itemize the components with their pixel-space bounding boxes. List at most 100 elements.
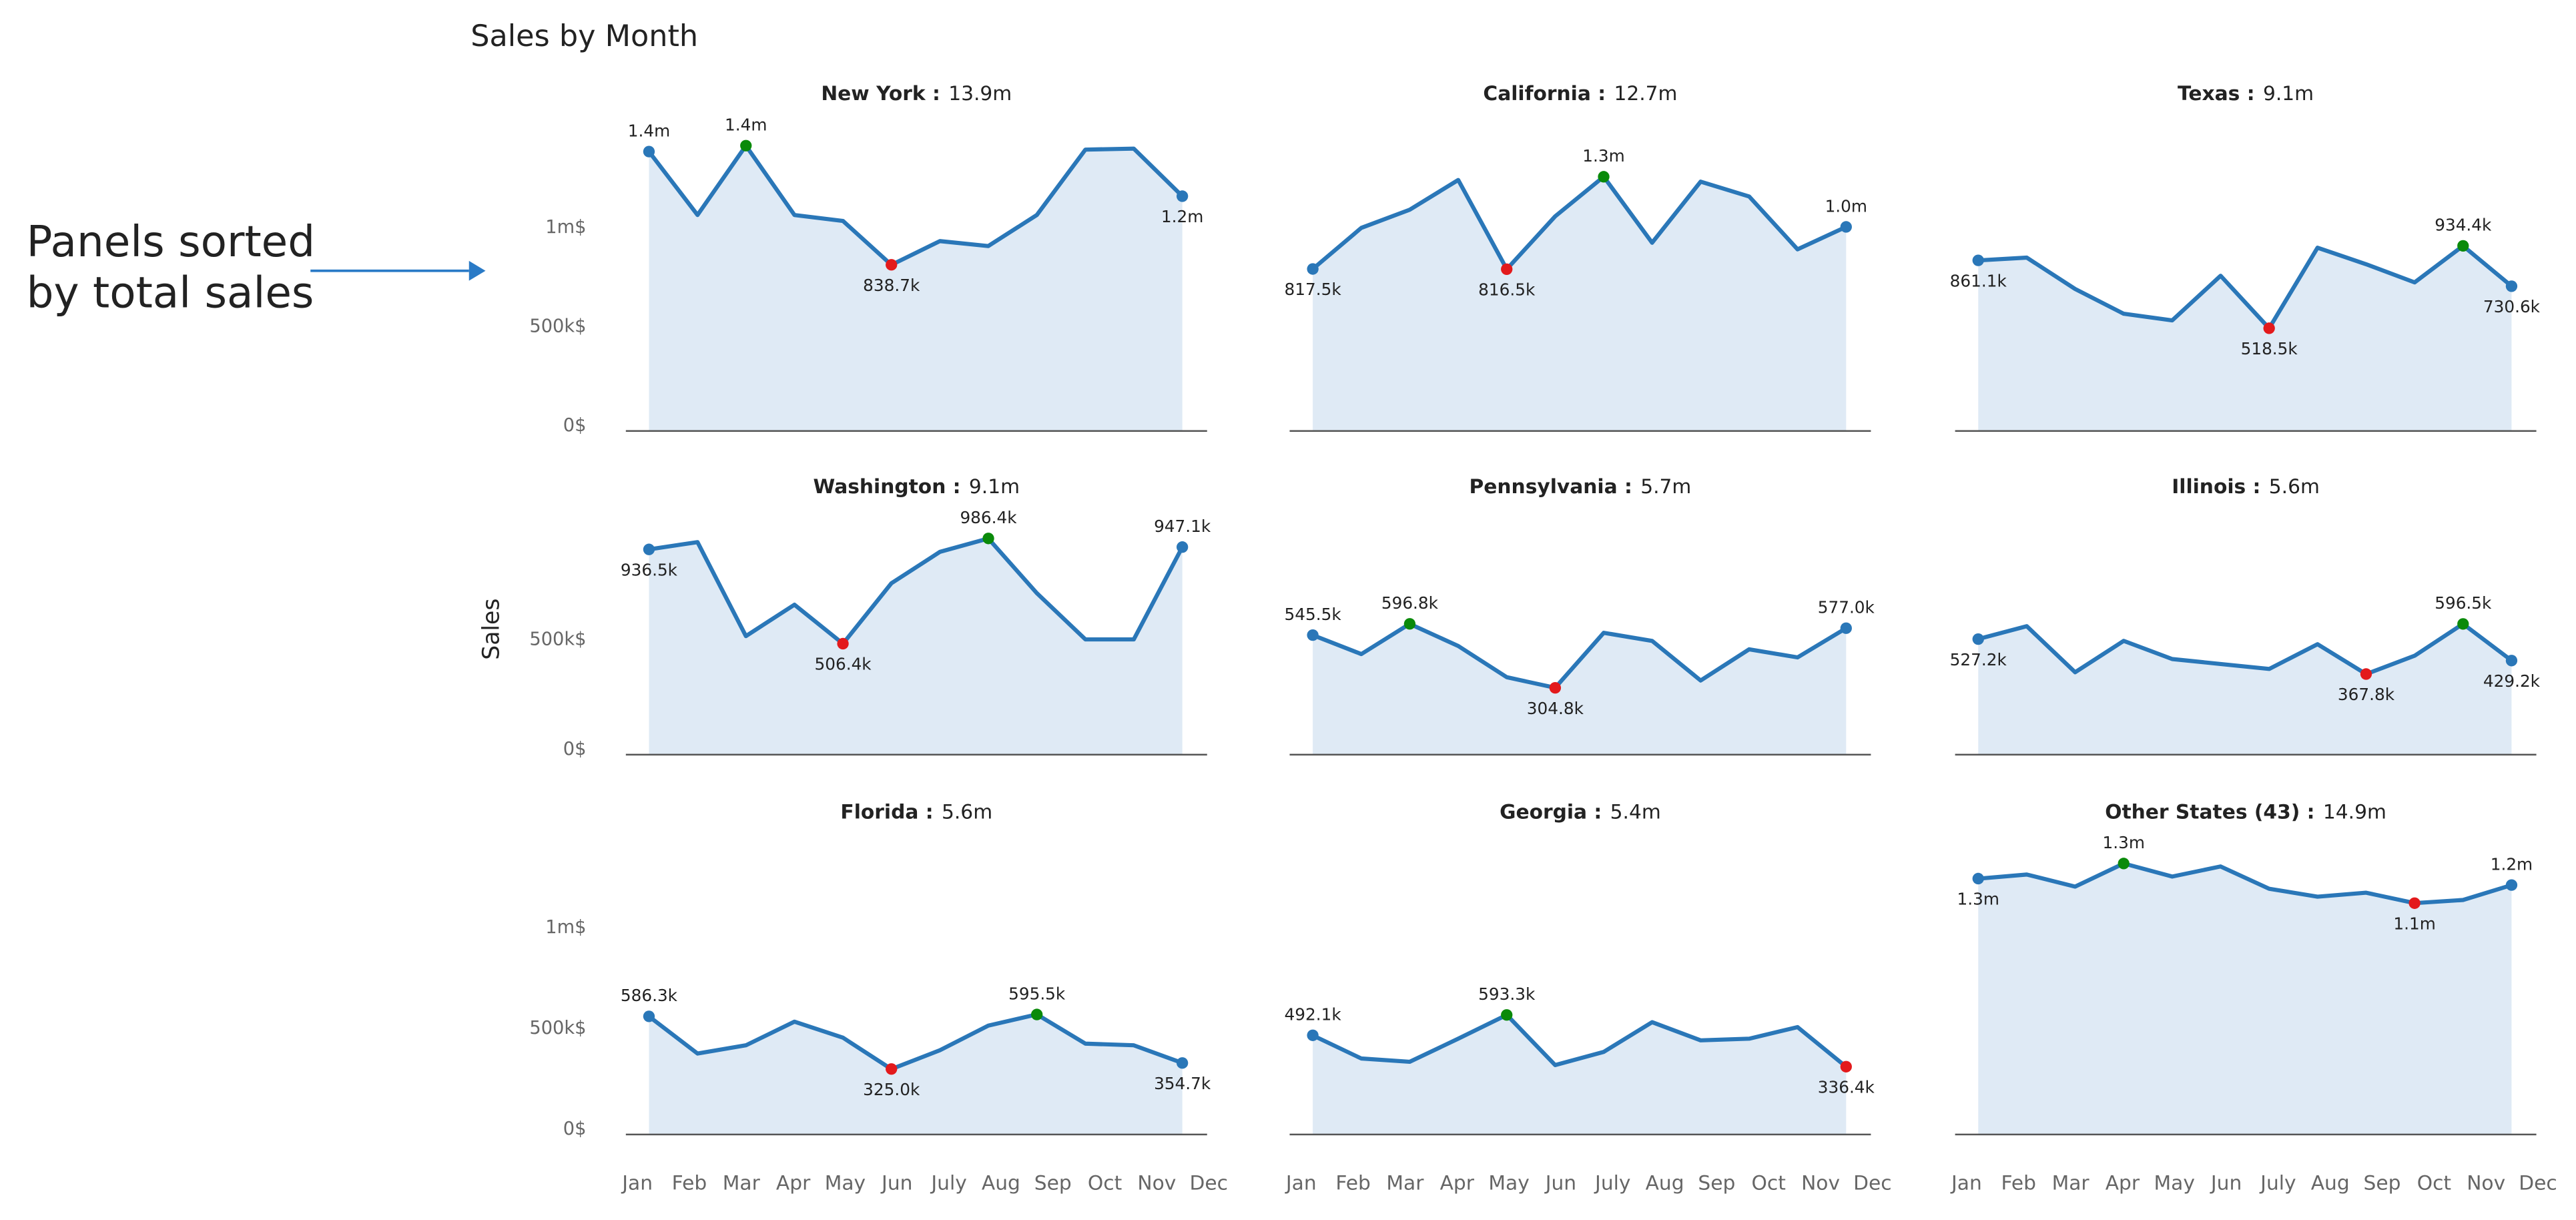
marker <box>1031 1008 1043 1020</box>
data-label: 861.1k <box>1950 271 2007 290</box>
panel-name: Washington : <box>814 475 961 498</box>
marker <box>740 139 752 151</box>
data-label: 1.4m <box>628 121 670 140</box>
marker <box>2505 655 2518 667</box>
data-label: 336.4k <box>1818 1077 1875 1097</box>
data-label: 304.8k <box>1527 699 1584 718</box>
line <box>648 536 1185 646</box>
marker <box>2360 668 2372 680</box>
line <box>1311 1012 1848 1069</box>
data-label: 367.8k <box>2338 685 2395 704</box>
data-label: 325.0k <box>863 1080 920 1099</box>
panel-title: Washington : 9.1m <box>814 475 1020 498</box>
x-tick-label: Oct <box>1088 1172 1122 1195</box>
area <box>1313 176 1847 431</box>
marker <box>886 1063 898 1075</box>
y-tick-label: 1m$ <box>545 917 586 938</box>
annotation: Panels sorted <box>27 217 315 267</box>
x-tick-label: May <box>2154 1172 2195 1195</box>
y-tick-label: 1m$ <box>545 217 586 238</box>
data-label: 1.2m <box>2491 854 2533 874</box>
x-tick-label: Apr <box>2106 1172 2140 1195</box>
line <box>1977 621 2513 677</box>
panel-name: Pennsylvania : <box>1470 475 1632 498</box>
line <box>1977 861 2513 906</box>
x-tick-label: Feb <box>672 1172 707 1195</box>
marker <box>2408 897 2421 909</box>
marker <box>1176 541 1189 553</box>
panel-total: 9.1m <box>2263 82 2314 105</box>
y-axis-label: Sales <box>478 599 505 660</box>
panel-title: Georgia : 5.4m <box>1500 800 1661 824</box>
x-tick-label: Aug <box>2311 1172 2350 1195</box>
x-tick-label: Nov <box>1137 1172 1176 1195</box>
data-label: 545.5k <box>1285 605 1342 624</box>
data-label: 492.1k <box>1285 1005 1342 1024</box>
data-label: 593.3k <box>1478 984 1536 1004</box>
x-tick-label: Jan <box>1950 1172 1982 1195</box>
y-tick-label: 0$ <box>563 415 587 436</box>
data-label: 518.5k <box>2241 339 2298 358</box>
panel-name: California : <box>1483 82 1606 105</box>
panel-total: 5.6m <box>2269 475 2320 498</box>
area <box>1978 623 2512 755</box>
data-label: 817.5k <box>1285 280 1342 299</box>
marker <box>1972 633 1984 645</box>
data-label: 429.2k <box>2483 671 2541 691</box>
data-label: 1.3m <box>1957 890 1999 909</box>
x-tick-label: May <box>1488 1172 1529 1195</box>
x-tick-label: July <box>2259 1172 2296 1195</box>
panel-title: Other States (43) : 14.9m <box>2105 800 2386 824</box>
panel-name: Florida : <box>840 800 933 824</box>
x-tick-label: Jan <box>1285 1172 1317 1195</box>
y-tick-label: 0$ <box>563 1119 587 1139</box>
line <box>1311 174 1847 272</box>
marker <box>1598 171 1610 183</box>
marker <box>1972 872 1984 885</box>
marker <box>1307 1029 1319 1041</box>
marker <box>1176 190 1189 202</box>
data-label: 1.0m <box>1825 196 1867 216</box>
marker <box>1307 629 1319 641</box>
x-tick-label: Jan <box>621 1172 653 1195</box>
marker <box>1840 1060 1852 1073</box>
x-tick-label: Nov <box>2467 1172 2505 1195</box>
panel-total: 14.9m <box>2323 800 2386 824</box>
data-label: 816.5k <box>1478 280 1536 300</box>
marker <box>886 259 898 271</box>
marker <box>643 1010 655 1022</box>
x-tick-label: Dec <box>1853 1172 1891 1195</box>
marker <box>1840 622 1852 634</box>
panel-name: Other States (43) : <box>2105 800 2314 824</box>
line <box>647 143 1184 267</box>
x-tick-label: July <box>930 1172 966 1195</box>
marker <box>2457 240 2469 252</box>
x-tick-label: Jun <box>2210 1172 2242 1195</box>
line <box>647 1012 1183 1071</box>
data-label: 730.6k <box>2483 297 2541 316</box>
area <box>649 538 1183 755</box>
panel-total: 9.1m <box>969 475 1020 498</box>
x-tick-label: Aug <box>1646 1172 1684 1195</box>
data-label: 986.4k <box>960 508 1017 527</box>
panel-total: 12.7m <box>1614 82 1677 105</box>
marker <box>2263 322 2275 334</box>
marker <box>2118 858 2130 870</box>
x-tick-label: Mar <box>1386 1172 1424 1195</box>
x-tick-label: May <box>825 1172 866 1195</box>
panel-title: Illinois : 5.6m <box>2172 475 2320 498</box>
annotation: by total sales <box>27 268 314 318</box>
x-tick-label: Apr <box>776 1172 811 1195</box>
x-tick-label: Dec <box>1190 1172 1228 1195</box>
y-tick-label: 500k$ <box>529 316 586 336</box>
x-tick-label: Feb <box>1335 1172 1371 1195</box>
x-tick-label: Jun <box>1544 1172 1576 1195</box>
x-tick-label: Oct <box>1752 1172 1786 1195</box>
data-label: 595.5k <box>1008 984 1066 1003</box>
x-tick-label: Feb <box>2001 1172 2036 1195</box>
panel-title: New York : 13.9m <box>821 82 1012 105</box>
panel-name: New York : <box>821 82 940 105</box>
marker <box>1403 618 1416 630</box>
x-tick-label: Sep <box>1034 1172 1072 1195</box>
